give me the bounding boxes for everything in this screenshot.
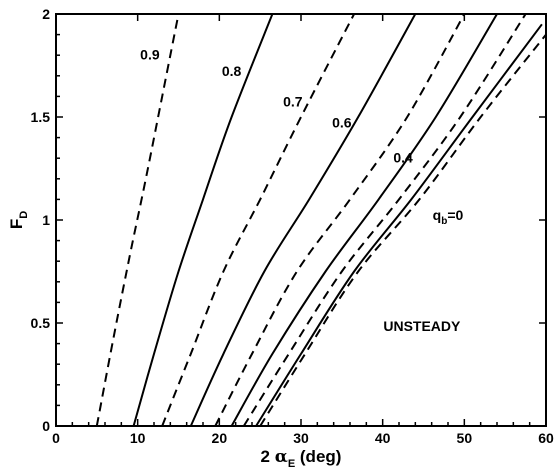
curve-label: qb=0 [433, 207, 464, 227]
y-axis-label-main: F [7, 219, 26, 229]
curve-label: 0.6 [332, 114, 352, 130]
series-line-2 [132, 14, 274, 426]
series-line-7 [242, 14, 527, 426]
x-axis-label: 2 αE (deg) [261, 447, 342, 470]
ticks-layer: 0 10 20 30 40 50 60 0 0.5 1 1.5 2 [31, 6, 554, 446]
curve-label: 0.7 [283, 94, 303, 110]
y-tick-label: 0.5 [31, 315, 51, 331]
y-axis-label-subscript: D [18, 211, 30, 219]
y-tick-label: 0 [42, 418, 50, 434]
curve-label: 0.8 [222, 63, 242, 79]
x-tick-label: 0 [52, 430, 60, 446]
series-line-6 [230, 14, 498, 426]
y-axis-label: FD [7, 211, 30, 229]
series-line-9 [259, 33, 546, 426]
plot-frame [55, 13, 547, 427]
series-line-8 [255, 23, 543, 426]
series-line-5 [214, 14, 466, 426]
x-axis-label-subscript: E [288, 458, 295, 470]
labels-layer: 0.9 0.8 0.7 0.6 0.4 qb=0 [140, 46, 463, 227]
curve-label: 0.4 [393, 149, 413, 165]
x-tick-label: 10 [130, 430, 146, 446]
x-axis-label-symbol: α [275, 447, 288, 467]
series-line-1 [95, 14, 180, 426]
x-tick-label: 30 [293, 430, 309, 446]
x-axis-label-suffix: (deg) [295, 447, 341, 466]
y-tick-label: 1 [42, 212, 50, 228]
x-tick-label: 50 [457, 430, 473, 446]
x-tick-label: 60 [538, 430, 554, 446]
curve-label: 0.9 [140, 46, 160, 62]
region-label: UNSTEADY [383, 318, 461, 334]
y-tick-label: 1.5 [31, 109, 51, 125]
series-layer [95, 14, 546, 426]
series-line-3 [161, 14, 355, 426]
x-tick-label: 40 [375, 430, 391, 446]
y-tick-label: 2 [42, 6, 50, 22]
x-tick-label: 20 [212, 430, 228, 446]
x-axis-label-prefix: 2 [261, 447, 275, 466]
series-line-4 [189, 14, 417, 426]
